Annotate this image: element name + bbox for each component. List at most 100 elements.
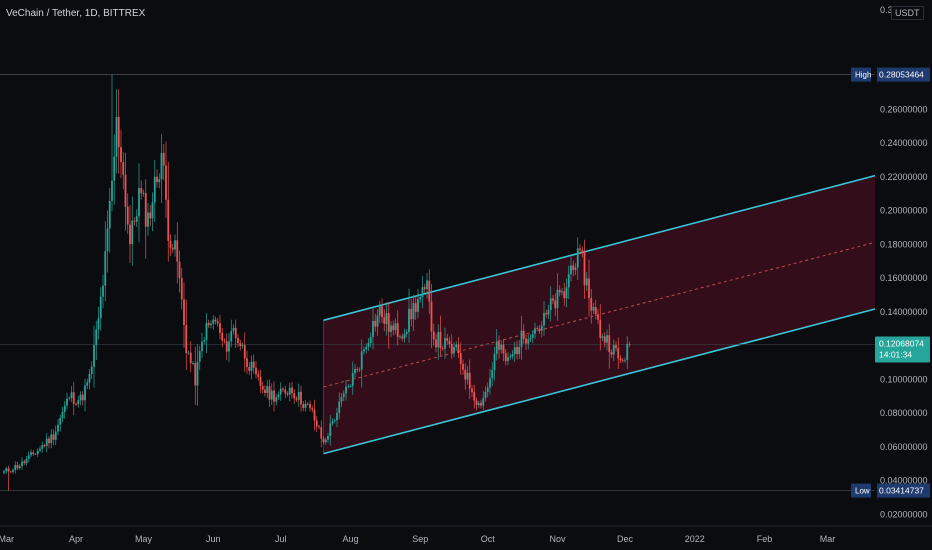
- candle-body: [365, 346, 368, 350]
- candle-body: [383, 317, 386, 324]
- candle-body: [590, 298, 593, 311]
- candle-body: [486, 387, 489, 393]
- candle-body: [189, 352, 192, 364]
- candle-body: [408, 308, 410, 332]
- candle-body: [223, 340, 226, 342]
- candle-body: [131, 220, 134, 245]
- candle-body: [435, 339, 437, 348]
- candle-body: [232, 327, 235, 331]
- candle-body: [90, 366, 93, 375]
- candle-body: [248, 366, 251, 371]
- candle-body: [234, 327, 237, 339]
- candle-body: [259, 376, 262, 386]
- candle-body: [540, 325, 543, 331]
- last-price-value: 0.12068074: [879, 338, 924, 348]
- candle-body: [225, 341, 228, 352]
- last-price-tag: [875, 336, 930, 363]
- candle-body: [529, 337, 532, 340]
- candle-body: [450, 344, 453, 354]
- candle-body: [428, 280, 431, 302]
- candle-body: [214, 319, 217, 322]
- candle-body: [471, 388, 473, 393]
- candle-body: [52, 434, 55, 440]
- candle-body: [455, 344, 458, 348]
- currency-badge[interactable]: USDT: [891, 6, 924, 20]
- candle-body: [376, 315, 379, 327]
- candle-body: [468, 372, 471, 389]
- x-tick-label: Dec: [617, 534, 634, 544]
- candle-body: [417, 299, 419, 312]
- candle-body: [117, 116, 120, 147]
- candle-body: [354, 368, 356, 374]
- candle-body: [351, 373, 354, 386]
- low-marker-value: 0.03414737: [879, 486, 924, 496]
- channel-upper-line[interactable]: [323, 174, 878, 322]
- candle-body: [439, 331, 442, 348]
- candle-body: [12, 469, 14, 472]
- candle-body: [608, 335, 611, 353]
- candle-body: [57, 424, 59, 432]
- symbol-title: VeChain / Tether, 1D, BITTREX: [6, 8, 146, 19]
- candle-body: [162, 152, 165, 166]
- y-tick-label: 0.14000000: [880, 307, 928, 317]
- candle-body: [306, 403, 309, 405]
- candle-body: [165, 165, 167, 200]
- candle-body: [313, 409, 316, 421]
- candle-body: [304, 403, 307, 408]
- candle-body: [520, 330, 523, 347]
- candle-body: [511, 354, 514, 357]
- candle-body: [498, 341, 500, 350]
- candle-body: [387, 313, 390, 332]
- channel-lower-line[interactable]: [323, 307, 878, 455]
- candle-body: [381, 306, 383, 318]
- candle-body: [628, 343, 631, 345]
- candle-body: [81, 394, 84, 401]
- candle-body: [66, 398, 68, 406]
- candle-body: [504, 353, 507, 362]
- candle-body: [493, 353, 496, 370]
- candle-body: [385, 313, 388, 324]
- candle-body: [500, 344, 503, 350]
- candle-body: [16, 465, 19, 469]
- candle-body: [36, 450, 39, 454]
- candle-body: [3, 471, 5, 473]
- candle-body: [612, 344, 615, 355]
- candle-body: [624, 359, 626, 361]
- candle-body: [273, 390, 275, 402]
- candle-body: [185, 325, 188, 353]
- candle-body: [176, 240, 179, 262]
- candle-body: [336, 412, 338, 421]
- candle-body: [99, 296, 102, 319]
- candle-body: [268, 386, 271, 400]
- candle-body: [210, 323, 212, 326]
- candle-body: [360, 351, 363, 370]
- y-tick-label: 0.04000000: [880, 476, 928, 486]
- candle-body: [522, 330, 525, 339]
- candle-body: [399, 336, 401, 338]
- x-tick-label: Aug: [342, 534, 358, 544]
- candle-body: [403, 333, 406, 339]
- candle-body: [183, 299, 185, 326]
- candle-body: [495, 341, 498, 354]
- candle-body: [207, 322, 210, 326]
- candle-body: [414, 303, 417, 312]
- candle-body: [75, 403, 77, 405]
- candle-body: [554, 300, 557, 309]
- candle-body: [104, 251, 107, 286]
- candle-body: [592, 307, 595, 311]
- x-tick-label: Apr: [69, 534, 83, 544]
- candle-body: [106, 228, 109, 252]
- candle-body: [426, 280, 428, 290]
- candle-body: [275, 397, 278, 402]
- candle-body: [430, 301, 433, 332]
- candle-body: [270, 390, 273, 400]
- candle-body: [151, 202, 154, 219]
- candle-body: [84, 385, 86, 401]
- candle-body: [581, 250, 584, 253]
- candle-body: [291, 387, 293, 394]
- y-tick-label: 0.08000000: [880, 408, 928, 418]
- candle-body: [34, 453, 37, 455]
- candle-body: [329, 423, 332, 436]
- x-tick-label: Oct: [481, 534, 496, 544]
